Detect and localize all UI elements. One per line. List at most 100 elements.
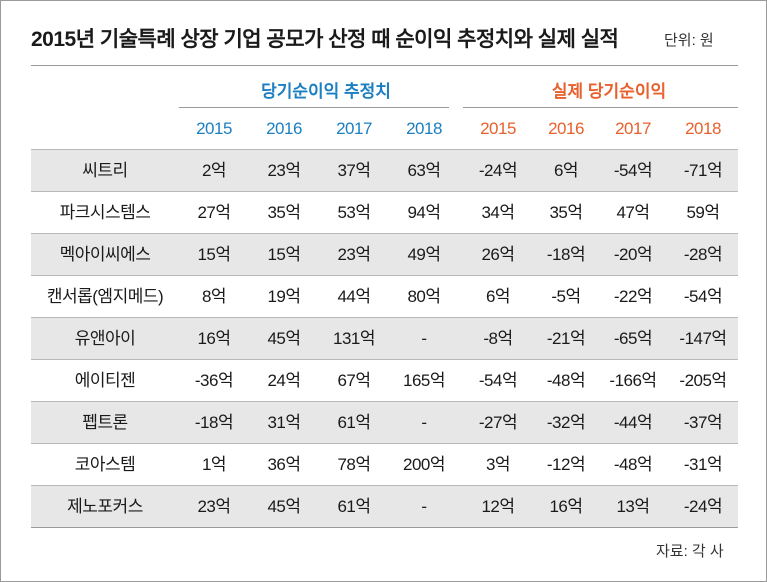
actual-cell-2015: 12억 bbox=[481, 497, 515, 516]
estimate-cell-2017: 61억 bbox=[337, 497, 371, 516]
table-row: 코아스템 1억 36억 78억 200억 3억 -12억 -48억 -31억 bbox=[31, 443, 738, 485]
estimate-cell-2015: 15억 bbox=[197, 245, 231, 264]
estimate-cell-2017: 53억 bbox=[337, 203, 371, 222]
table-row: 씨트리 2억 23억 37억 63억 -24억 6억 -54억 -71억 bbox=[31, 149, 738, 191]
year-estimate-2018: 2018 bbox=[406, 119, 442, 138]
estimate-cell-2017: 61억 bbox=[337, 413, 371, 432]
year-estimate-2015: 2015 bbox=[196, 119, 232, 138]
year-estimate-2016: 2016 bbox=[266, 119, 302, 138]
actual-cell-2016: -18억 bbox=[546, 245, 586, 264]
actual-cell-2015: 6억 bbox=[485, 287, 511, 306]
company-name: 유앤아이 bbox=[74, 329, 136, 348]
actual-cell-2017: -65억 bbox=[613, 329, 653, 348]
company-name: 에이티젠 bbox=[74, 371, 136, 390]
actual-cell-2016: 16억 bbox=[549, 497, 583, 516]
estimate-cell-2015: 2억 bbox=[201, 161, 227, 180]
table-row: 에이티젠 -36억 24억 67억 165억 -54억 -48억 -166억 -205억 bbox=[31, 359, 738, 401]
company-name: 제노포커스 bbox=[67, 497, 143, 516]
actual-cell-2017: 13억 bbox=[616, 497, 650, 516]
year-estimate-2017: 2017 bbox=[336, 119, 372, 138]
estimate-cell-2015: 16억 bbox=[197, 329, 231, 348]
table-row: 멕아이씨에스 15억 15억 23억 49억 26억 -18억 -20억 -28억 bbox=[31, 233, 738, 275]
actual-cell-2016: 6억 bbox=[553, 161, 579, 180]
actual-group-header: 실제 당기순이익 bbox=[551, 82, 667, 101]
estimate-cell-2018: 80억 bbox=[407, 287, 441, 306]
actual-cell-2018: -205억 bbox=[679, 371, 727, 390]
source-note: 자료: 각 사 bbox=[656, 543, 724, 560]
actual-cell-2018: -71억 bbox=[683, 161, 723, 180]
top-divider bbox=[31, 65, 738, 66]
table-title: 2015년 기술특례 상장 기업 공모가 산정 때 순이익 추정치와 실제 실적 bbox=[31, 28, 619, 51]
actual-cell-2016: -5억 bbox=[551, 287, 581, 306]
year-actual-2017: 2017 bbox=[615, 119, 651, 138]
company-name: 파크시스템스 bbox=[59, 203, 151, 222]
table-row: 펩트론 -18억 31억 61억 - -27억 -32억 -44억 -37억 bbox=[31, 401, 738, 443]
actual-cell-2017: -48억 bbox=[613, 455, 653, 474]
estimate-cell-2018: 165억 bbox=[402, 371, 446, 390]
estimate-cell-2016: 45억 bbox=[267, 497, 301, 516]
actual-cell-2017: -20억 bbox=[613, 245, 653, 264]
estimate-cell-2018: 94억 bbox=[407, 203, 441, 222]
table-row: 파크시스템스 27억 35억 53억 94억 34억 35억 47억 59억 bbox=[31, 191, 738, 233]
actual-cell-2018: -54억 bbox=[683, 287, 723, 306]
estimate-cell-2018: 49억 bbox=[407, 245, 441, 264]
year-actual-2018: 2018 bbox=[685, 119, 721, 138]
unit-label: 단위: 원 bbox=[664, 32, 714, 49]
actual-cell-2017: -22억 bbox=[613, 287, 653, 306]
actual-cell-2016: -32억 bbox=[546, 413, 586, 432]
year-header-row: 2015 2016 2017 2018 2015 2016 2017 2018 bbox=[1, 119, 767, 141]
estimate-cell-2017: 37억 bbox=[337, 161, 371, 180]
estimate-cell-2015: 23억 bbox=[197, 497, 231, 516]
estimate-cell-2017: 78억 bbox=[337, 455, 371, 474]
actual-cell-2016: -48억 bbox=[546, 371, 586, 390]
estimate-cell-2015: -36억 bbox=[194, 371, 234, 390]
actual-cell-2018: 59억 bbox=[686, 203, 720, 222]
estimate-cell-2016: 45억 bbox=[267, 329, 301, 348]
table-row: 제노포커스 23억 45억 61억 - 12억 16억 13억 -24억 bbox=[31, 485, 738, 528]
actual-cell-2015: -54억 bbox=[478, 371, 518, 390]
estimate-cell-2016: 31억 bbox=[267, 413, 301, 432]
company-name: 캔서롭(엠지메드) bbox=[46, 287, 164, 306]
estimate-cell-2017: 131억 bbox=[332, 329, 376, 348]
actual-group-divider bbox=[463, 107, 738, 108]
estimate-cell-2015: 27억 bbox=[197, 203, 231, 222]
actual-cell-2015: 3억 bbox=[485, 455, 511, 474]
estimate-cell-2018: - bbox=[421, 413, 427, 432]
actual-cell-2017: 47억 bbox=[616, 203, 650, 222]
estimate-cell-2015: -18억 bbox=[194, 413, 234, 432]
actual-cell-2016: -21억 bbox=[546, 329, 586, 348]
actual-cell-2015: -24억 bbox=[478, 161, 518, 180]
estimate-cell-2015: 1억 bbox=[201, 455, 227, 474]
company-name: 코아스템 bbox=[74, 455, 136, 474]
estimate-cell-2016: 35억 bbox=[267, 203, 301, 222]
table-row: 유앤아이 16억 45억 131억 - -8억 -21억 -65억 -147억 bbox=[31, 317, 738, 359]
estimate-cell-2017: 44억 bbox=[337, 287, 371, 306]
actual-cell-2017: -54억 bbox=[613, 161, 653, 180]
estimate-cell-2016: 15억 bbox=[267, 245, 301, 264]
estimate-group-divider bbox=[179, 107, 449, 108]
actual-cell-2015: -27억 bbox=[478, 413, 518, 432]
estimate-cell-2017: 67억 bbox=[337, 371, 371, 390]
actual-cell-2017: -44억 bbox=[613, 413, 653, 432]
actual-cell-2015: 26억 bbox=[481, 245, 515, 264]
estimate-cell-2018: 63억 bbox=[407, 161, 441, 180]
estimate-cell-2018: - bbox=[421, 497, 427, 516]
estimate-cell-2016: 19억 bbox=[267, 287, 301, 306]
actual-cell-2016: 35억 bbox=[549, 203, 583, 222]
estimate-cell-2018: 200억 bbox=[402, 455, 446, 474]
company-name: 멕아이씨에스 bbox=[59, 245, 151, 264]
actual-cell-2018: -147억 bbox=[679, 329, 727, 348]
actual-cell-2018: -31억 bbox=[683, 455, 723, 474]
table-row: 캔서롭(엠지메드) 8억 19억 44억 80억 6억 -5억 -22억 -54억 bbox=[31, 275, 738, 317]
year-actual-2015: 2015 bbox=[480, 119, 516, 138]
year-actual-2016: 2016 bbox=[548, 119, 584, 138]
estimate-cell-2016: 23억 bbox=[267, 161, 301, 180]
actual-cell-2016: -12억 bbox=[546, 455, 586, 474]
estimate-cell-2016: 36억 bbox=[267, 455, 301, 474]
actual-cell-2017: -166억 bbox=[609, 371, 657, 390]
estimate-group-header: 당기순이익 추정치 bbox=[261, 82, 391, 101]
company-name: 펩트론 bbox=[82, 413, 128, 432]
company-name: 씨트리 bbox=[82, 161, 128, 180]
